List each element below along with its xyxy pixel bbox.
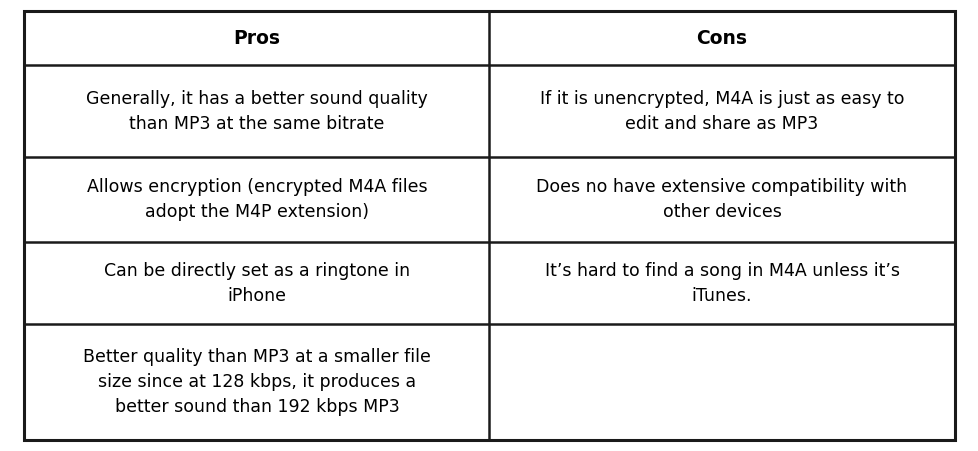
Text: Pros: Pros — [233, 29, 281, 48]
Text: Can be directly set as a ringtone in
iPhone: Can be directly set as a ringtone in iPh… — [104, 262, 410, 305]
Text: Allows encryption (encrypted M4A files
adopt the M4P extension): Allows encryption (encrypted M4A files a… — [87, 178, 426, 221]
Text: Does no have extensive compatibility with
other devices: Does no have extensive compatibility wit… — [536, 178, 907, 221]
Text: Cons: Cons — [695, 29, 747, 48]
Text: Generally, it has a better sound quality
than MP3 at the same bitrate: Generally, it has a better sound quality… — [86, 90, 427, 133]
Text: Better quality than MP3 at a smaller file
size since at 128 kbps, it produces a
: Better quality than MP3 at a smaller fil… — [83, 348, 430, 416]
Text: If it is unencrypted, M4A is just as easy to
edit and share as MP3: If it is unencrypted, M4A is just as eas… — [539, 90, 904, 133]
Text: It’s hard to find a song in M4A unless it’s
iTunes.: It’s hard to find a song in M4A unless i… — [544, 262, 899, 305]
